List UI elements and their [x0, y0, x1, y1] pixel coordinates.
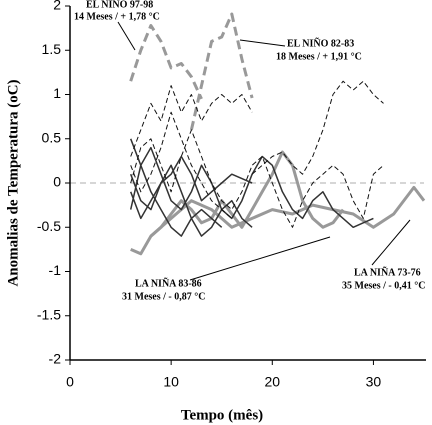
- leader-line: [189, 236, 331, 281]
- x-axis-label: Tempo (mês): [181, 407, 263, 423]
- y-tick-label: 1: [53, 85, 61, 101]
- annotation-title: LA NIÑA 83-86: [135, 277, 202, 289]
- series-line: [149, 185, 426, 238]
- annotation-text: 18 Meses / + 1,91 °C: [276, 51, 362, 62]
- annotation-title: EL NIÑO 82-83: [287, 37, 354, 49]
- y-tick-label: 0: [53, 174, 61, 190]
- x-tick-label: 30: [366, 374, 382, 390]
- series-line: [130, 129, 384, 228]
- x-tick-label: 0: [66, 374, 74, 390]
- leader-line: [371, 219, 411, 266]
- series-line: [130, 85, 253, 157]
- annotation-title: EL NIÑO 97-98: [86, 0, 153, 10]
- y-tick-label: 1.5: [42, 41, 62, 57]
- y-tick-label: -2: [49, 351, 62, 367]
- leader-line: [117, 21, 136, 51]
- y-tick-label: -0.5: [37, 218, 61, 234]
- y-tick-label: 2: [53, 0, 61, 13]
- annotation-text: 35 Meses / - 0,41 °C: [342, 280, 425, 291]
- series-line: [129, 155, 253, 220]
- y-tick-label: 0.5: [42, 129, 62, 145]
- annotation-text: 14 Meses / + 1,78 °C: [74, 11, 160, 22]
- y-tick-label: -1.5: [37, 306, 61, 322]
- annotation-text: 31 Meses / - 0,87 °C: [122, 291, 205, 302]
- series-line: [130, 111, 233, 219]
- x-tick-label: 20: [264, 374, 280, 390]
- plot-area: [70, 12, 426, 256]
- series-line: [251, 80, 384, 175]
- series-line: [129, 138, 223, 237]
- leader-line: [239, 39, 286, 47]
- series-line: [129, 24, 203, 100]
- x-tick-label: 10: [163, 374, 179, 390]
- y-axis-label: Anomalias de Temperatura (oC): [5, 79, 21, 286]
- series-line: [189, 12, 254, 131]
- annotation-title: LA NIÑA 73-76: [354, 266, 421, 278]
- y-tick-label: -1: [49, 262, 62, 278]
